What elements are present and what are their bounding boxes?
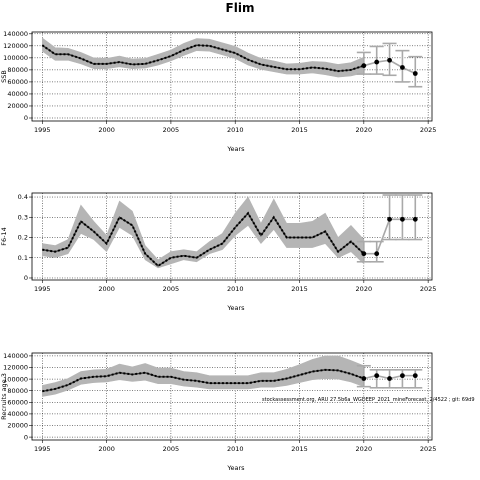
forecast-point bbox=[400, 65, 405, 70]
y-tick-label: 0.3 bbox=[18, 213, 28, 221]
y-tick-label: 40000 bbox=[7, 90, 28, 98]
x-tick-label: 2000 bbox=[98, 285, 115, 293]
x-tick-label: 2020 bbox=[356, 126, 373, 134]
confidence-band bbox=[41, 355, 365, 397]
x-axis-label: Years bbox=[226, 145, 245, 153]
y-tick-label: 80000 bbox=[7, 66, 28, 74]
forecast-point bbox=[412, 216, 418, 222]
y-tick-label: 80000 bbox=[7, 387, 28, 395]
confidence-band bbox=[41, 37, 365, 78]
x-tick-label: 2000 bbox=[98, 445, 115, 453]
y-axis-label: SSB bbox=[0, 70, 8, 83]
x-tick-label: 2010 bbox=[227, 445, 244, 453]
estimate-line-dotted bbox=[41, 44, 365, 73]
x-tick-label: 2020 bbox=[356, 445, 373, 453]
forecast-point bbox=[412, 373, 418, 379]
y-axis-label: Recruits age 3 bbox=[0, 373, 8, 420]
figure-title: Flim bbox=[226, 1, 255, 15]
x-tick-label: 2025 bbox=[420, 126, 437, 134]
x-tick-label: 2005 bbox=[163, 285, 180, 293]
x-tick-label: 1995 bbox=[34, 445, 51, 453]
x-tick-label: 2025 bbox=[420, 285, 437, 293]
x-tick-label: 2015 bbox=[291, 285, 308, 293]
estimate-line-dotted bbox=[42, 211, 365, 268]
panel-recruitment: 1995 2000 2005 2010 2015 2020 2025 0 20000 40000 6… bbox=[0, 352, 475, 472]
forecast-point bbox=[374, 251, 380, 257]
x-tick-label: 2010 bbox=[227, 285, 244, 293]
y-tick-label: 0.2 bbox=[18, 234, 28, 242]
x-tick-label: 2015 bbox=[291, 126, 308, 134]
forecast-point bbox=[387, 376, 392, 381]
x-axis-label: Years bbox=[226, 464, 245, 472]
y-tick-label: 60000 bbox=[7, 399, 28, 407]
y-tick-label: 0 bbox=[24, 114, 28, 122]
estimate-line-dotted bbox=[42, 368, 365, 393]
y-tick-label: 120000 bbox=[3, 364, 28, 372]
x-axis-label: Years bbox=[226, 304, 245, 312]
y-axis-label: F6-14 bbox=[0, 227, 8, 246]
confidence-band bbox=[41, 196, 365, 269]
forecast-point bbox=[400, 216, 405, 222]
forecast-point bbox=[374, 59, 380, 65]
plot-frame bbox=[31, 352, 433, 441]
x-tick-label: 1995 bbox=[34, 126, 51, 134]
y-tick-label: 0.1 bbox=[18, 254, 28, 262]
panel-ssb: 1995 2000 2005 2010 2015 2020 2025 0 20000 40000 6… bbox=[0, 30, 436, 153]
y-tick-label: 100000 bbox=[3, 54, 28, 62]
y-tick-label: 0 bbox=[24, 433, 28, 441]
forecast-point bbox=[387, 57, 392, 63]
panel-fishing-mortality: 1995 2000 2005 2010 2015 2020 2025 0 0.1 0.2 0.3 0.… bbox=[0, 192, 437, 312]
forecast-point bbox=[361, 376, 367, 381]
x-tick-label: 2025 bbox=[420, 445, 437, 453]
forecast-point bbox=[361, 63, 367, 69]
x-tick-label: 2010 bbox=[227, 126, 244, 134]
y-tick-label: 140000 bbox=[3, 30, 28, 38]
x-tick-label: 2005 bbox=[163, 445, 180, 453]
y-tick-label: 0 bbox=[24, 274, 28, 282]
y-tick-label: 60000 bbox=[7, 78, 28, 86]
x-tick-label: 2015 bbox=[291, 445, 308, 453]
x-tick-label: 2000 bbox=[98, 126, 115, 134]
x-tick-label: 1995 bbox=[34, 285, 51, 293]
forecast-point bbox=[400, 373, 405, 379]
forecast-point bbox=[412, 71, 418, 76]
y-tick-label: 120000 bbox=[3, 42, 28, 50]
x-tick-label: 2005 bbox=[163, 126, 180, 134]
provenance-note: stockassessment.org, ARU 27.5b6a_WGDEEP_… bbox=[262, 397, 475, 403]
y-tick-label: 100000 bbox=[3, 375, 28, 383]
y-tick-label: 20000 bbox=[7, 102, 28, 110]
plot-frame bbox=[31, 192, 433, 281]
forecast-point bbox=[361, 251, 367, 257]
y-tick-label: 0.4 bbox=[18, 193, 28, 201]
x-tick-label: 2020 bbox=[356, 285, 373, 293]
forecast-point bbox=[387, 216, 392, 222]
y-tick-label: 140000 bbox=[3, 352, 28, 360]
y-tick-label: 40000 bbox=[7, 410, 28, 418]
y-tick-label: 20000 bbox=[7, 422, 28, 430]
forecast-point bbox=[374, 373, 380, 379]
plot-frame bbox=[31, 31, 433, 122]
